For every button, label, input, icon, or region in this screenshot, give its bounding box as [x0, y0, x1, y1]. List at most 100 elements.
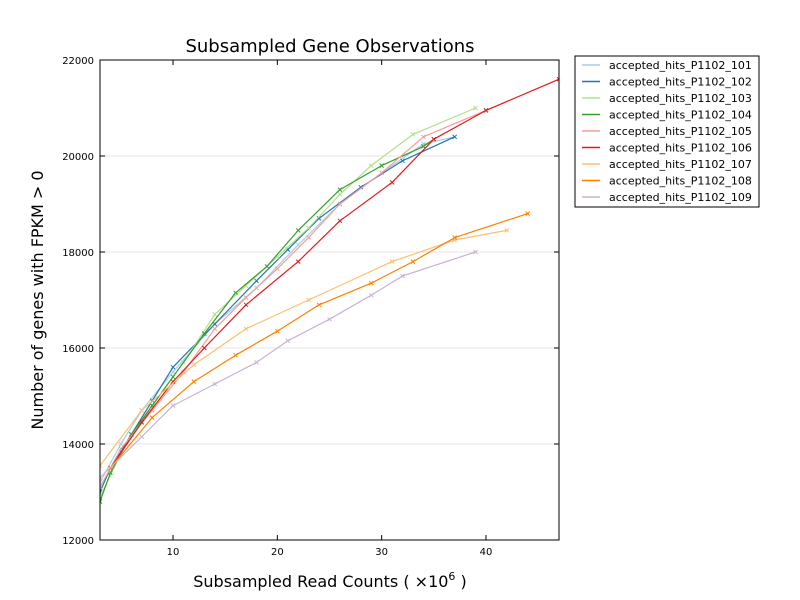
legend-item: accepted_hits_P1102_109	[582, 191, 752, 204]
series-line	[109, 213, 528, 469]
x-axis-label-exponent: 6	[448, 570, 455, 583]
data-point	[170, 379, 176, 384]
data-point	[254, 278, 259, 284]
x-axis-label-suffix: )	[455, 572, 466, 591]
data-point	[306, 225, 311, 231]
data-point	[254, 360, 259, 365]
data-point	[100, 484, 103, 490]
chart-title: Subsampled Gene Observations	[185, 36, 474, 57]
legend-label: accepted_hits_P1102_105	[609, 125, 752, 138]
legend-item: accepted_hits_P1102_103	[582, 92, 752, 105]
series-line	[100, 109, 487, 488]
data-point	[233, 352, 238, 358]
data-point	[118, 441, 124, 447]
legend-item: accepted_hits_P1102_102	[582, 76, 752, 89]
series-accepted_hits_P1102_104	[100, 136, 437, 504]
data-point	[274, 328, 280, 334]
series-accepted_hits_P1102_109	[100, 249, 478, 480]
data-point	[212, 312, 218, 317]
legend-label: accepted_hits_P1102_108	[609, 175, 752, 188]
data-point	[212, 381, 218, 387]
data-point	[368, 163, 374, 168]
data-point	[421, 134, 426, 140]
data-point	[316, 216, 322, 221]
series-layer	[100, 76, 559, 504]
data-point	[243, 302, 249, 308]
x-tick-label: 20	[271, 547, 284, 558]
ticks: 12000 14000 16000 18000 20000 22000 10 20 30 40	[62, 56, 559, 558]
data-point	[243, 295, 249, 300]
data-point	[243, 326, 249, 332]
legend-label: accepted_hits_P1102_104	[609, 109, 752, 122]
legend-item: accepted_hits_P1102_106	[582, 142, 752, 155]
data-point	[316, 302, 322, 308]
legend-item: accepted_hits_P1102_107	[582, 158, 752, 171]
y-tick-label: 12000	[62, 536, 94, 547]
x-tick-label: 10	[167, 547, 180, 558]
series-line	[100, 251, 476, 479]
legend: accepted_hits_P1102_101 accepted_hits_P11…	[574, 55, 760, 208]
data-point	[295, 259, 301, 264]
x-tick-label: 40	[480, 547, 493, 558]
data-point	[201, 331, 207, 336]
legend-label: accepted_hits_P1102_101	[609, 59, 752, 72]
data-point	[170, 369, 176, 375]
legend-label: accepted_hits_P1102_106	[609, 142, 752, 155]
legend-label: accepted_hits_P1102_102	[609, 76, 752, 89]
legend-label: accepted_hits_P1102_103	[609, 92, 752, 105]
data-point	[452, 134, 458, 140]
data-point	[483, 108, 489, 113]
y-tick-label: 18000	[62, 248, 94, 259]
data-point	[170, 364, 176, 370]
y-tick-label: 20000	[62, 152, 94, 163]
data-point	[368, 280, 374, 286]
data-point	[421, 144, 426, 149]
data-point	[389, 180, 395, 185]
y-axis-label: Number of genes with FPKM > 0	[28, 170, 47, 429]
data-point	[149, 408, 155, 413]
data-point	[243, 283, 249, 288]
data-point	[139, 420, 145, 425]
data-point	[473, 249, 478, 255]
data-point	[358, 184, 364, 190]
data-point	[337, 187, 343, 192]
legend-box	[574, 55, 760, 208]
data-point	[139, 408, 145, 413]
data-point	[212, 326, 218, 332]
data-point	[337, 201, 343, 207]
legend-label: accepted_hits_P1102_107	[609, 158, 752, 171]
data-point	[473, 105, 478, 111]
data-point	[410, 132, 416, 137]
data-point	[431, 136, 437, 142]
data-point	[556, 76, 559, 82]
legend-item: accepted_hits_P1102_108	[582, 175, 752, 188]
data-point	[379, 170, 385, 176]
legend-item: accepted_hits_P1102_104	[582, 109, 752, 122]
data-point	[285, 338, 291, 344]
data-point	[400, 158, 405, 164]
legend-item: accepted_hits_P1102_101	[582, 59, 752, 72]
data-point	[170, 403, 176, 408]
data-point	[191, 362, 197, 368]
data-point	[525, 211, 531, 216]
data-point	[452, 235, 458, 240]
x-tick-label: 30	[375, 547, 388, 558]
data-point	[139, 434, 145, 440]
data-point	[100, 463, 103, 468]
data-point	[149, 415, 155, 420]
data-point	[100, 475, 103, 480]
data-point	[368, 292, 374, 298]
y-tick-label: 14000	[62, 440, 94, 451]
y-tick-label: 16000	[62, 344, 94, 355]
data-point	[201, 345, 207, 351]
data-point	[306, 297, 311, 303]
data-point	[327, 316, 332, 322]
x-axis-label-text: Subsampled Read Counts ( ×10	[193, 572, 448, 591]
data-point	[191, 379, 197, 384]
data-point	[170, 374, 176, 380]
data-point	[264, 264, 270, 269]
data-point	[274, 266, 280, 272]
series-accepted_hits_P1102_108	[108, 211, 531, 471]
legend-item: accepted_hits_P1102_105	[582, 125, 752, 138]
